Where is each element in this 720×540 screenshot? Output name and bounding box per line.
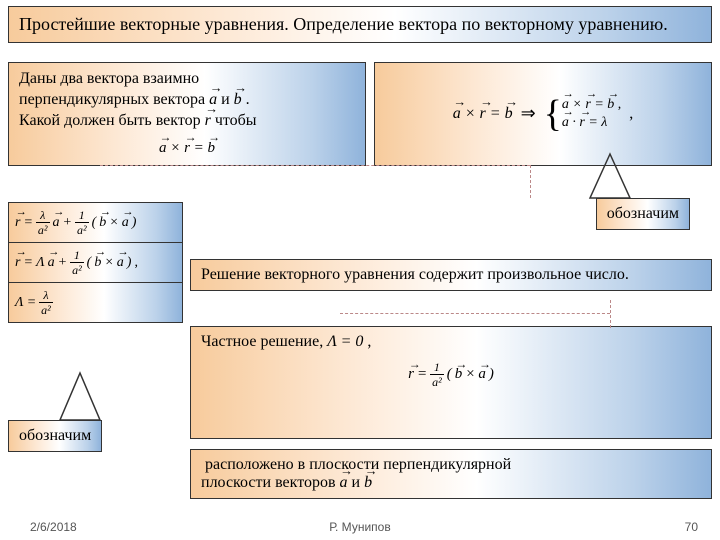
- plane-l2a: плоскости векторов: [201, 474, 336, 491]
- given-line3: Какой должен быть вектор r чтобы: [19, 111, 355, 132]
- footer-author: Р. Мунипов: [0, 520, 720, 534]
- pointer-arrow-1: [580, 154, 640, 198]
- dash-2: [340, 313, 610, 314]
- solution-text: Решение векторного уравнения содержит пр…: [201, 266, 629, 283]
- partial-comma: ,: [367, 333, 371, 350]
- pointer-arrow-2: [50, 373, 110, 420]
- label-oboznachim-2: обозначим: [8, 420, 102, 452]
- plane-vec-a: a: [340, 474, 348, 492]
- given-l2a: перпендикулярных вектора: [19, 91, 205, 108]
- label-oboznachim-1: обозначим: [596, 198, 690, 230]
- title-box: Простейшие векторные уравнения. Определе…: [8, 6, 712, 43]
- row-given-eq: Даны два вектора взаимно перпендикулярны…: [8, 62, 712, 166]
- plane-line2: плоскости векторов a и b: [201, 474, 701, 492]
- vec-b: b: [234, 90, 242, 111]
- brace-icon: {: [544, 97, 562, 131]
- formula-stack: r = λa² a + 1a² (b × a) r = Λa + 1a² (b …: [8, 202, 183, 323]
- eq-comma: ,: [629, 105, 633, 123]
- given-box: Даны два вектора взаимно перпендикулярны…: [8, 62, 366, 166]
- given-l3a: Какой должен быть вектор: [19, 112, 201, 129]
- plane-vec-b: b: [364, 474, 372, 492]
- oboz-text-1: обозначим: [607, 205, 679, 222]
- eq-system: { a × r = b , a · r = λ: [544, 97, 622, 131]
- main-eq-box: a × r = b ⇒ { a × r = b , a · r = λ ,: [374, 62, 712, 166]
- given-eq-below: a × r = b: [19, 139, 355, 159]
- given-line2: перпендикулярных вектора a и b .: [19, 90, 355, 111]
- solution-box: Решение векторного уравнения содержит пр…: [190, 259, 712, 291]
- plane-line1: расположено в плоскости перпендикулярной: [201, 456, 701, 474]
- partial-formula: r = 1a² (b × a): [201, 361, 701, 388]
- partial-box: Частное решение, Λ = 0 , r = 1a² (b × a): [190, 326, 712, 439]
- eq-lhs: a × r = b: [453, 105, 513, 123]
- given-l3b: чтобы: [215, 112, 257, 129]
- oboz-text-2: обозначим: [19, 427, 91, 444]
- dash-1: [100, 165, 530, 166]
- title-text: Простейшие векторные уравнения. Определе…: [19, 14, 668, 34]
- formula-1: r = λa² a + 1a² (b × a): [8, 202, 183, 243]
- dash-1v: [530, 165, 531, 198]
- plane-l1: расположено в плоскости перпендикулярной: [205, 456, 511, 473]
- dash-2v: [610, 300, 611, 328]
- formula-3: Λ = λa²: [8, 283, 183, 323]
- partial-text: Частное решение,: [201, 333, 323, 350]
- implies-arrow: ⇒: [521, 103, 536, 124]
- plane-box: расположено в плоскости перпендикулярной…: [190, 449, 712, 499]
- sys-row2: a · r = λ: [562, 115, 621, 131]
- partial-lambda: Λ = 0: [327, 333, 367, 350]
- given-line1: Даны два вектора взаимно: [19, 69, 355, 90]
- formula-2: r = Λa + 1a² (b × a),: [8, 243, 183, 283]
- vec-r: r: [205, 111, 211, 132]
- footer-page: 70: [685, 520, 698, 534]
